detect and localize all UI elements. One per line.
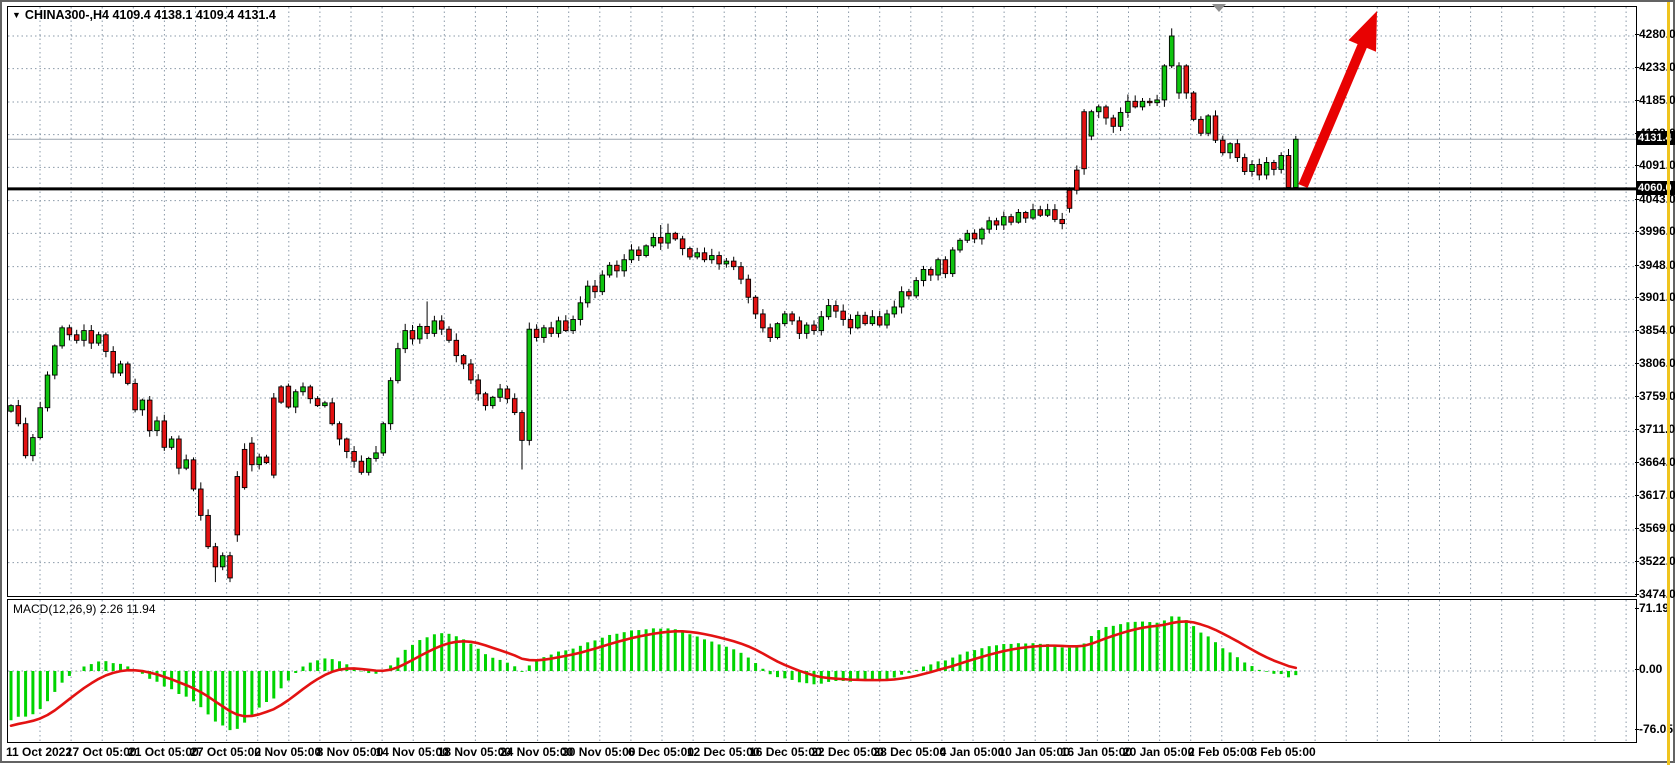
- window-edge-stripe: [1667, 2, 1670, 765]
- macd-indicator-label: MACD(12,26,9) 2.26 11.94: [13, 602, 156, 616]
- price-axis-label: 4185.0: [1635, 93, 1675, 107]
- price-axis[interactable]: 4280.04233.04185.04138.04091.04043.03996…: [1634, 2, 1675, 765]
- time-axis[interactable]: 11 Oct 2022 17 Oct 05:00 21 Oct 05:00 27 Oc…: [5, 743, 1635, 763]
- price-axis-label: 3664.0: [1635, 454, 1675, 469]
- time-axis-label: 8 Feb 05:00: [1250, 745, 1316, 759]
- price-axis-label: 3759.0: [1635, 388, 1675, 403]
- price-chart-panel[interactable]: [7, 6, 1637, 597]
- symbol-ohlc-text: CHINA300-,H4 4109.4 4138.1 4109.4 4131.4: [24, 8, 276, 22]
- time-axis-label: 2 Nov 05:00: [254, 745, 322, 759]
- time-axis-label: 6 Dec 05:00: [627, 745, 695, 759]
- macd-chart[interactable]: [8, 600, 1636, 742]
- trend-arrow[interactable]: [1298, 11, 1377, 188]
- time-axis-label: 10 Jan 05:00: [998, 745, 1070, 759]
- time-axis-label: 24 Nov 05:00: [499, 745, 574, 759]
- time-axis-label: 21 Oct 05:00: [128, 745, 199, 759]
- price-axis-label: 4233.0: [1635, 59, 1675, 74]
- time-axis-label: 4 Jan 05:00: [939, 745, 1005, 759]
- candlestick-series: [8, 28, 1299, 583]
- macd-panel[interactable]: [7, 599, 1637, 743]
- symbol-dropdown-icon[interactable]: ▼: [12, 10, 21, 20]
- price-axis-label: 4280.0: [1635, 27, 1675, 41]
- chart-shift-marker-icon[interactable]: [1212, 4, 1226, 12]
- price-axis-label: -76.05: [1634, 722, 1674, 736]
- candlestick-chart[interactable]: [8, 7, 1636, 596]
- price-axis-label: 3522.0: [1635, 553, 1675, 568]
- time-axis-label: 2 Feb 05:00: [1188, 745, 1254, 759]
- price-axis-label: 3948.0: [1635, 257, 1675, 272]
- price-axis-label: 3711.0: [1634, 422, 1675, 437]
- time-axis-label: 27 Oct 05:00: [190, 745, 261, 759]
- price-axis-label: 4043.0: [1635, 191, 1675, 206]
- time-axis-label: 16 Dec 05:00: [749, 745, 822, 759]
- time-axis-label: 20 Jan 05:00: [1122, 745, 1195, 759]
- price-axis-label: 3569.0: [1635, 521, 1675, 535]
- price-axis-label: 3474.0: [1635, 587, 1675, 601]
- time-axis-label: 18 Nov 05:00: [437, 745, 512, 759]
- time-axis-label: 14 Nov 05:00: [375, 745, 449, 759]
- main-gridlines: [8, 7, 1636, 596]
- price-axis-label: 4091.0: [1635, 158, 1675, 173]
- price-axis-label: 3806.0: [1635, 356, 1675, 371]
- macd-signal-line: [9, 620, 1298, 728]
- level-price-tag: 4060.0: [1636, 180, 1675, 195]
- time-axis-label: 8 Nov 05:00: [316, 745, 384, 759]
- price-axis-label: 3996.0: [1635, 224, 1675, 239]
- price-axis-label: 0.00: [1634, 662, 1663, 676]
- macd-gridlines: [8, 600, 1636, 742]
- chart-title: ▼ CHINA300-,H4 4109.4 4138.1 4109.4 4131.…: [12, 8, 276, 22]
- price-axis-label: 3901.0: [1635, 290, 1675, 305]
- price-axis-label: 71.19: [1634, 601, 1670, 615]
- time-axis-label: 28 Dec 05:00: [873, 745, 947, 759]
- price-axis-label: 3617.0: [1635, 487, 1675, 502]
- price-axis-label: 3854.0: [1635, 322, 1675, 337]
- time-axis-label: 11 Oct 2022: [5, 745, 73, 759]
- time-axis-label: 22 Dec 05:00: [811, 745, 884, 759]
- current-price-tag: 4131.4: [1636, 131, 1675, 146]
- time-axis-label: 17 Oct 05:00: [65, 745, 137, 759]
- time-axis-label: 12 Dec 05:00: [686, 745, 760, 759]
- time-axis-label: 16 Jan 05:00: [1060, 745, 1133, 759]
- time-axis-label: 30 Nov 05:00: [562, 745, 636, 759]
